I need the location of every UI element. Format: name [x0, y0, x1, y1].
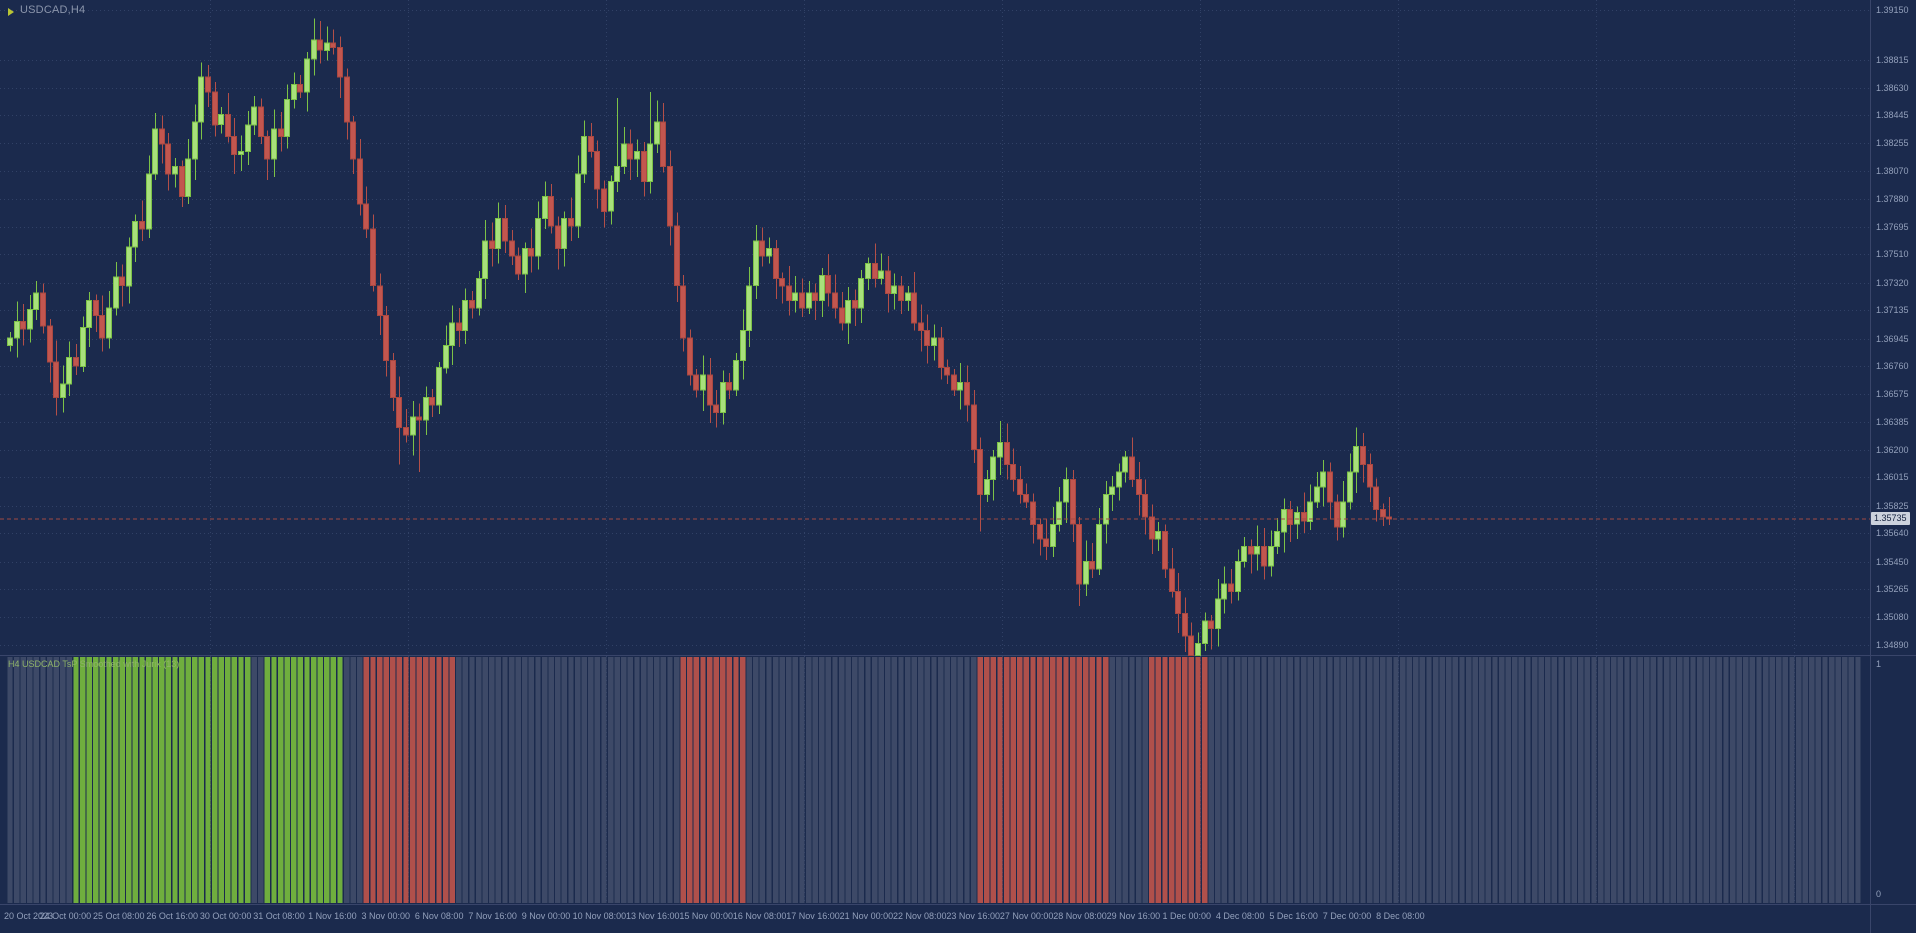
price-tick-label: 1.36575 [1876, 388, 1909, 399]
time-tick-label: 30 Oct 00:00 [199, 911, 252, 921]
time-tick-label: 9 Nov 00:00 [521, 911, 571, 921]
indicator-histogram-layer [0, 655, 1916, 905]
price-tick-label: 1.34890 [1876, 640, 1909, 650]
time-tick-label: 1 Dec 00:00 [1162, 911, 1212, 921]
time-tick-label: 7 Nov 16:00 [468, 911, 517, 921]
time-tick-label: 4 Dec 08:00 [1215, 911, 1265, 921]
time-tick-label: 20 Oct 2023 [4, 911, 54, 921]
price-tick-label: 1.36760 [1876, 361, 1909, 372]
price-tick-label: 1.38630 [1876, 82, 1909, 93]
price-tick-label: 1.37880 [1876, 194, 1909, 205]
indicator-title: H4 USDCAD TsP Smoothed with Jurik (13) [8, 659, 180, 669]
price-tick-label: 1.39150 [1876, 5, 1909, 15]
price-tick-label: 1.35450 [1876, 556, 1909, 567]
price-tick-label: 1.38255 [1876, 138, 1909, 149]
time-tick-label: 6 Nov 08:00 [414, 911, 464, 921]
price-tick-label: 1.37320 [1876, 277, 1909, 288]
price-tick-label: 1.35080 [1876, 611, 1909, 622]
price-tick-label: 1.37695 [1876, 221, 1909, 232]
price-tick-label: 1.38070 [1876, 165, 1909, 176]
candlestick-layer [7, 18, 1392, 656]
price-tick-label: 1.36200 [1876, 444, 1909, 455]
price-tick-label: 1.36945 [1876, 333, 1909, 344]
price-tick-label: 1.38445 [1876, 110, 1909, 121]
time-tick-label: 26 Oct 16:00 [146, 911, 198, 921]
time-tick-label: 31 Oct 08:00 [253, 911, 305, 921]
time-tick-label: 7 Dec 00:00 [1322, 911, 1372, 921]
time-tick-label: 15 Nov 00:00 [679, 911, 733, 921]
time-tick-label: 10 Nov 08:00 [572, 911, 627, 921]
price-tick-label: 1.37135 [1876, 305, 1909, 316]
price-tick-label: 1.37510 [1876, 249, 1909, 260]
price-tick-label: 1.35640 [1876, 528, 1909, 539]
time-tick-label: 8 Dec 08:00 [1376, 911, 1425, 921]
time-tick-label: 24 Oct 00:00 [39, 911, 92, 921]
price-tick-label: 1.35265 [1876, 584, 1909, 595]
price-tick-label: 1.36385 [1876, 417, 1909, 428]
time-tick-label: 27 Nov 00:00 [999, 911, 1054, 921]
price-tick-label: 1.36015 [1876, 472, 1909, 483]
time-tick-label: 1 Nov 16:00 [308, 911, 357, 921]
indicator-scale-bottom: 0 [1876, 889, 1882, 899]
time-tick-label: 5 Dec 16:00 [1269, 911, 1318, 921]
time-tick-label: 25 Oct 08:00 [93, 911, 145, 921]
current-price-badge: 1.35735 [1871, 512, 1910, 526]
symbol-marker-icon [8, 8, 14, 16]
time-tick-label: 16 Nov 08:00 [732, 911, 787, 921]
time-tick-label: 22 Nov 08:00 [893, 911, 947, 921]
time-tick-label: 23 Nov 16:00 [946, 911, 1000, 921]
time-tick-label: 21 Nov 00:00 [839, 911, 894, 921]
time-tick-label: 29 Nov 16:00 [1106, 911, 1161, 921]
time-tick-label: 3 Nov 00:00 [361, 911, 411, 921]
time-tick-label: 13 Nov 16:00 [626, 911, 680, 921]
price-tick-label: 1.38815 [1876, 54, 1909, 65]
price-tick-label: 1.35825 [1876, 500, 1909, 511]
time-tick-label: 17 Nov 16:00 [786, 911, 840, 921]
symbol-timeframe-label: USDCAD,H4 [20, 4, 86, 16]
time-tick-label: 28 Nov 08:00 [1053, 911, 1107, 921]
indicator-scale-top: 1 [1876, 659, 1882, 669]
